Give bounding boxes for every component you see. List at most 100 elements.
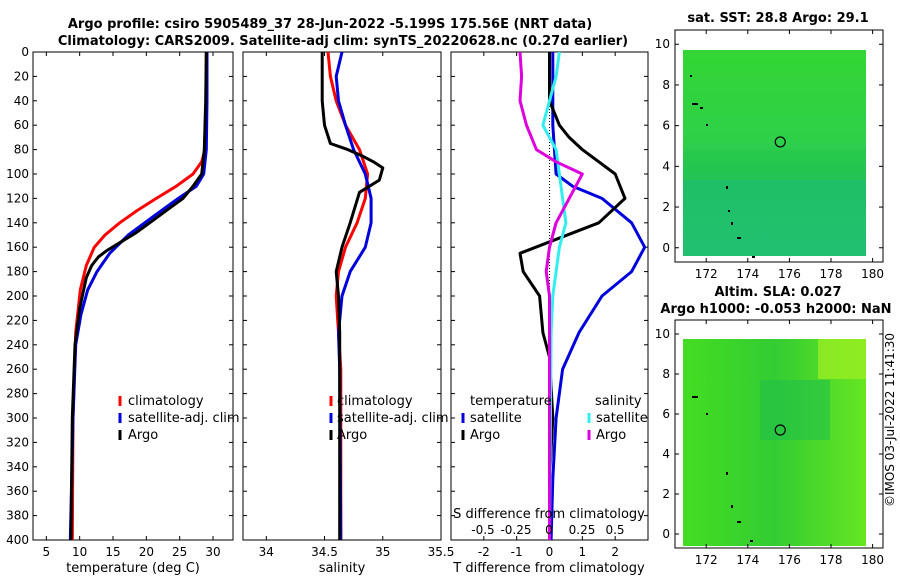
sst-warm-band: [683, 150, 866, 180]
coast-dot: [690, 75, 692, 77]
difference-legend: temperature satellite Argo salinity sate…: [461, 394, 648, 443]
x-tick-label: 34: [259, 545, 274, 559]
x-tick-label: 0: [546, 545, 554, 559]
t-difference-ticks: -2 -1 0 1 2: [478, 52, 619, 559]
x-tick-label: 25: [172, 545, 187, 559]
sla-map-ticks: 172 174 176 178 180 0 2 4 6 8 10: [655, 320, 884, 567]
map-lat-label: 10: [655, 37, 670, 51]
coast-dot: [737, 521, 741, 523]
salinity-legend: climatology satellite-adj. clim Argo: [329, 394, 449, 443]
s-tick-label: -0.25: [500, 523, 531, 537]
coast-dot: [728, 210, 730, 212]
series-line-argo: [69, 52, 208, 540]
legend-climatology: climatology: [337, 394, 413, 409]
x-tick-label: 10: [72, 545, 87, 559]
depth-tick-label: 80: [14, 143, 29, 157]
depth-tick-label: 400: [6, 533, 29, 547]
legend-satellite-adj: satellite-adj. clim: [128, 411, 240, 426]
map-lon-label: 178: [820, 267, 843, 281]
salinity-depth-ticks: [243, 51, 441, 541]
map-lat-label: 0: [662, 241, 670, 255]
temperature-panel: 0 20 40 60 80 100 120 140 160 180 200 220 240 260 280 3…: [6, 45, 240, 576]
coast-dot: [692, 103, 698, 105]
coast-dot: [737, 237, 741, 239]
legend-title-salinity: salinity: [595, 394, 642, 409]
depth-tick-label: 240: [6, 338, 29, 352]
depth-tick-label: 360: [6, 484, 29, 498]
difference-panel: -2 -1 0 1 2 S difference from climatology -0…: [450, 51, 649, 576]
s-tick-label: 0: [545, 523, 553, 537]
coast-dot: [692, 396, 698, 398]
salinity-lines: [320, 52, 385, 540]
x-tick-label: 35.5: [428, 545, 455, 559]
map-lon-label: 176: [778, 553, 801, 567]
legend-t-satellite: satellite: [470, 411, 522, 426]
coast-dot: [731, 222, 733, 225]
imos-watermark: ©IMOS 03-Jul-2022 11:41:30: [883, 333, 897, 507]
coast-dot: [726, 186, 728, 189]
map-lat-label: 6: [662, 407, 670, 421]
coast-dot: [726, 472, 728, 475]
salinity-xlabel: salinity: [319, 561, 366, 576]
temperature-ticks: 5 10 15 20 25 30: [43, 52, 221, 559]
s-difference-axis: S difference from climatology -0.5 -0.25…: [453, 507, 645, 537]
x-tick-label: 5: [43, 545, 51, 559]
legend-argo: Argo: [337, 428, 367, 443]
series-line-argo: [320, 52, 385, 540]
x-tick-label: 15: [105, 545, 120, 559]
coast-dot: [752, 256, 755, 258]
main-title-line1: Argo profile: csiro 5905489_37 28-Jun-20…: [68, 17, 592, 32]
temperature-lines: [68, 52, 209, 540]
temperature-axes: [32, 51, 234, 541]
x-tick-label: -1: [511, 545, 523, 559]
map-lon-label: 172: [695, 267, 718, 281]
depth-ticks: 0 20 40 60 80 100 120 140 160 180 200 220 240 260 280 3…: [6, 45, 233, 547]
sst-map-panel: sat. SST: 28.8 Argo: 29.1 172 174 176 178 18…: [655, 11, 884, 281]
s-tick-label: 0.25: [569, 523, 596, 537]
coast-dot: [700, 107, 703, 109]
coast-dot: [750, 540, 753, 542]
depth-tick-label: 200: [6, 289, 29, 303]
main-title-line2: Climatology: CARS2009. Satellite-adj cli…: [58, 34, 628, 49]
coast-dot: [706, 413, 708, 415]
map-lon-label: 174: [736, 267, 759, 281]
legend-s-satellite: satellite: [596, 411, 648, 426]
map-lon-label: 180: [861, 553, 884, 567]
sst-map-title: sat. SST: 28.8 Argo: 29.1: [687, 11, 868, 26]
series-line-s-argo: [518, 52, 584, 540]
legend-climatology: climatology: [128, 394, 204, 409]
depth-tick-label: 300: [6, 411, 29, 425]
legend-s-argo: Argo: [596, 428, 626, 443]
coastline-fragments: [690, 75, 755, 258]
salinity-panel: 34 34.5 35 35.5 salinity climatology satell…: [242, 51, 455, 576]
s-difference-label: S difference from climatology: [453, 507, 645, 522]
difference-lines: [518, 52, 647, 540]
x-tick-label: 35: [375, 545, 390, 559]
map-lon-label: 172: [695, 553, 718, 567]
map-lat-label: 4: [662, 447, 670, 461]
map-lon-label: 180: [861, 267, 884, 281]
depth-tick-label: 60: [14, 118, 29, 132]
depth-tick-label: 380: [6, 509, 29, 523]
map-lon-label: 174: [736, 553, 759, 567]
depth-tick-label: 220: [6, 313, 29, 327]
x-tick-label: 34.5: [311, 545, 338, 559]
s-tick-label: -0.5: [471, 523, 494, 537]
depth-tick-label: 280: [6, 387, 29, 401]
coast-dot: [731, 505, 733, 508]
sla-map-title: Altim. SLA: 0.027: [715, 285, 842, 300]
depth-tick-label: 180: [6, 265, 29, 279]
temperature-legend: climatology satellite-adj. clim Argo: [118, 394, 240, 443]
sst-map-ticks: 172 174 176 178 180 0 2 4 6 8 10: [655, 30, 884, 281]
map-lat-label: 8: [662, 367, 670, 381]
map-lat-label: 4: [662, 159, 670, 173]
s-tick-label: 0.5: [605, 523, 624, 537]
depth-tick-label: 320: [6, 435, 29, 449]
depth-tick-label: 340: [6, 460, 29, 474]
depth-tick-label: 40: [14, 94, 29, 108]
x-tick-label: 30: [205, 545, 220, 559]
map-lat-label: 0: [662, 527, 670, 541]
difference-depth-ticks: [451, 51, 648, 541]
x-tick-label: 1: [579, 545, 587, 559]
